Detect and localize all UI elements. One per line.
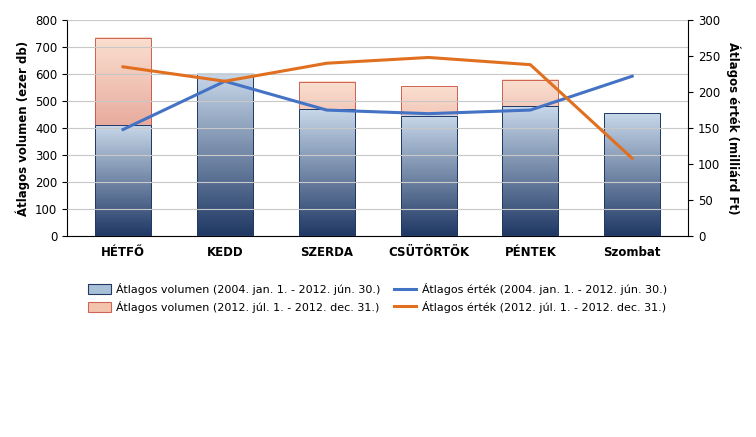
Bar bbox=[197, 85, 253, 236]
Bar bbox=[502, 80, 559, 236]
Bar bbox=[299, 109, 355, 236]
Bar bbox=[95, 125, 151, 236]
Y-axis label: Átlagos érték (milliárd Ft): Átlagos érték (milliárd Ft) bbox=[727, 42, 741, 214]
Bar bbox=[197, 74, 253, 236]
Bar bbox=[604, 113, 660, 236]
Bar bbox=[604, 155, 660, 236]
Legend: Átlagos volumen (2004. jan. 1. - 2012. jún. 30.), Átlagos volumen (2012. júl. 1.: Átlagos volumen (2004. jan. 1. - 2012. j… bbox=[84, 279, 671, 317]
Y-axis label: Átlagos volumen (ezer db): Átlagos volumen (ezer db) bbox=[15, 41, 29, 215]
Bar bbox=[95, 38, 151, 236]
Bar bbox=[401, 86, 457, 236]
Bar bbox=[299, 82, 355, 236]
Bar bbox=[502, 107, 559, 236]
Bar bbox=[401, 116, 457, 236]
